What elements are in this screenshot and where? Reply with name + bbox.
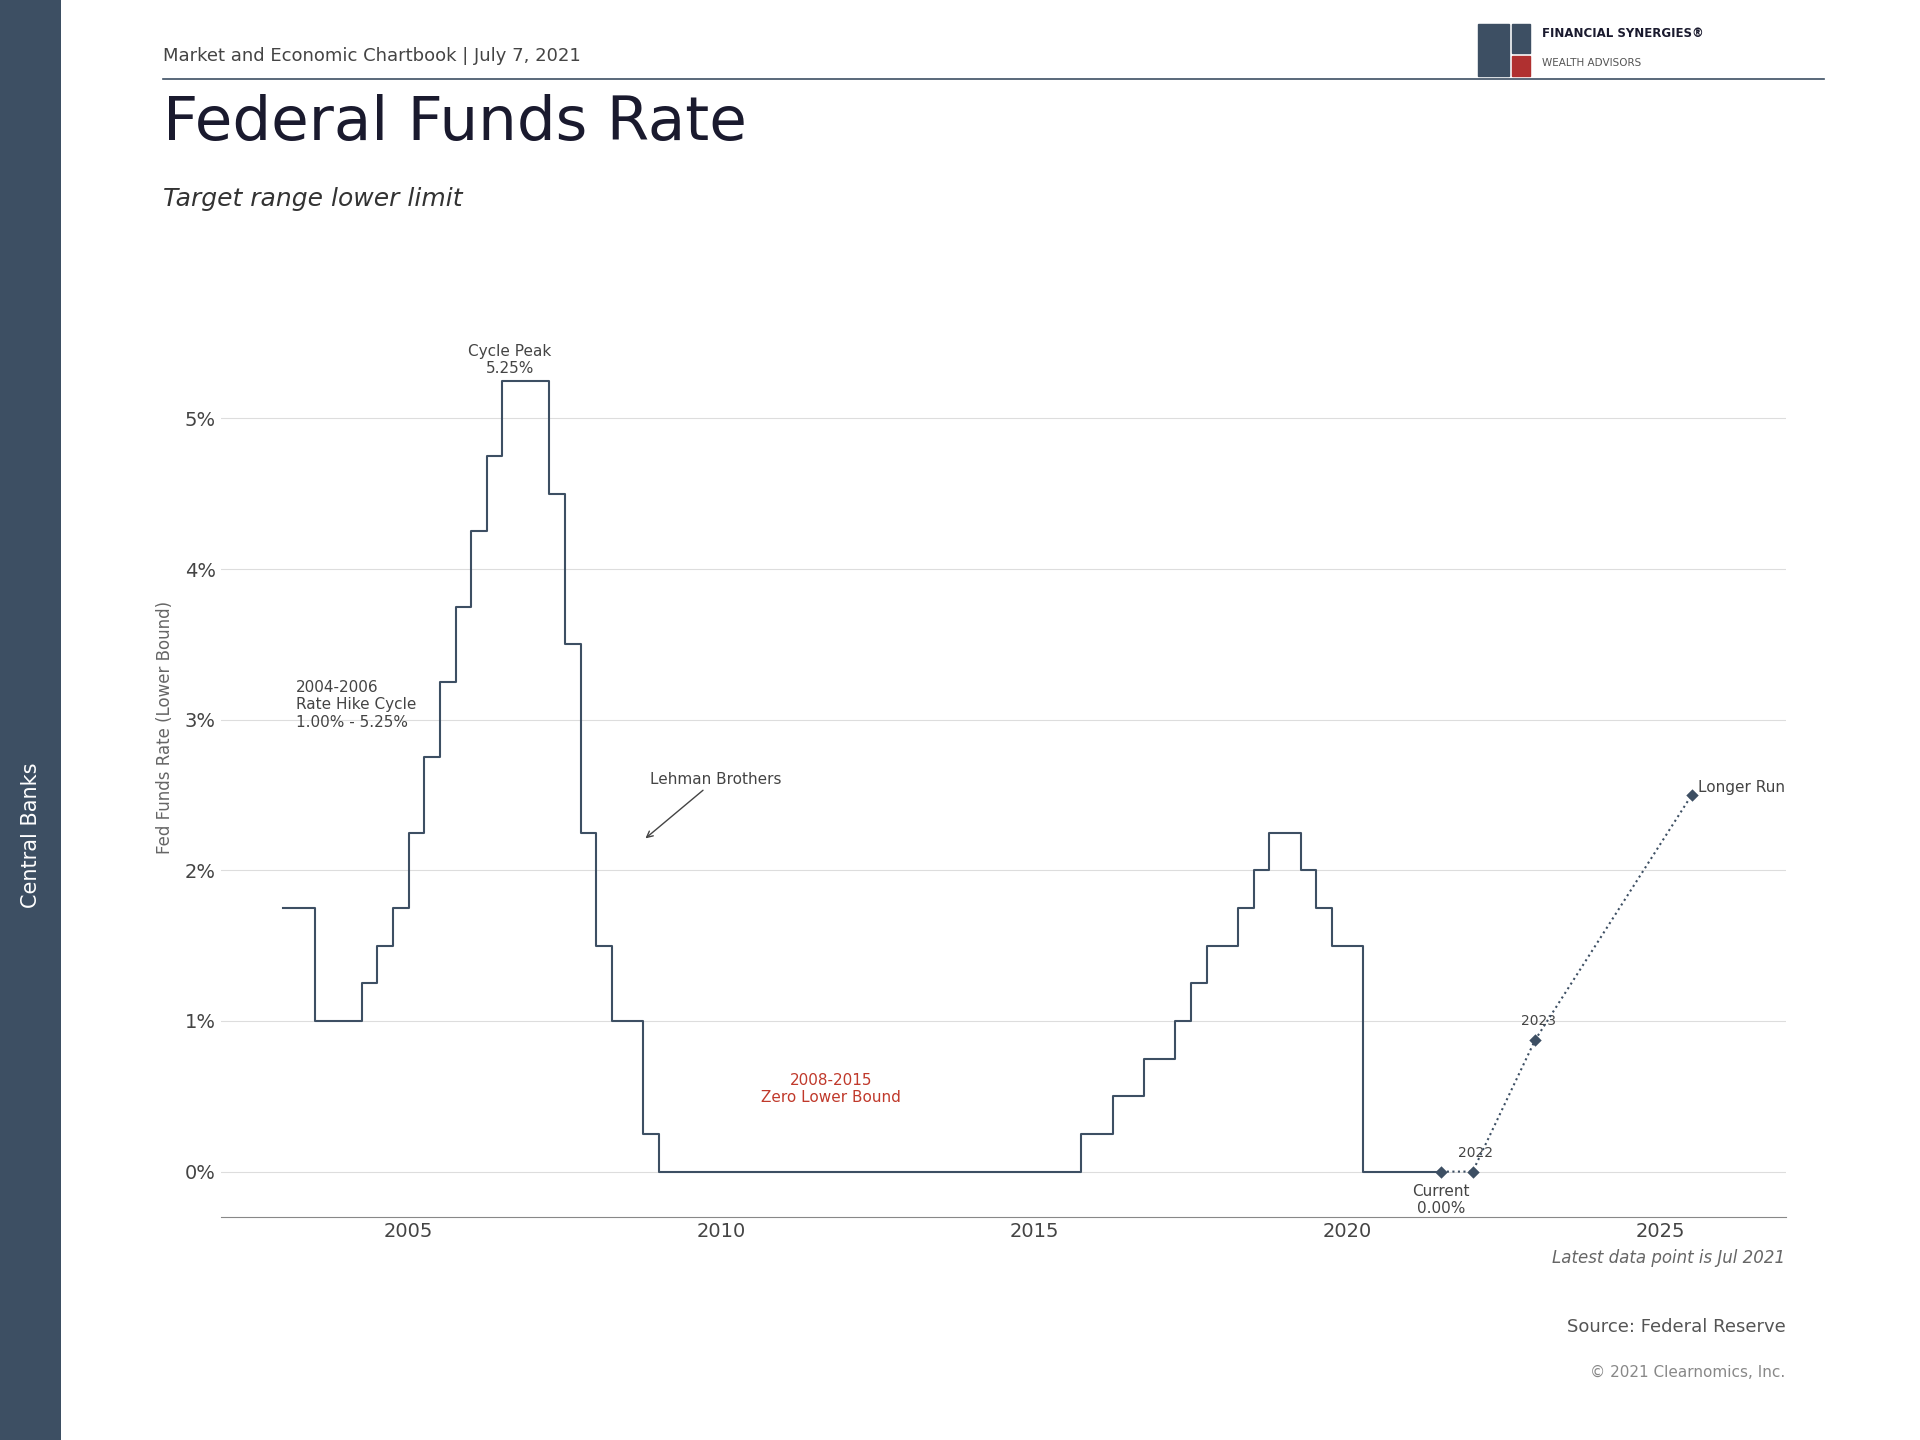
- Text: FINANCIAL SYNERGIES®: FINANCIAL SYNERGIES®: [1542, 27, 1703, 40]
- Text: 2022: 2022: [1459, 1146, 1494, 1159]
- Text: Current
0.00%: Current 0.00%: [1413, 1184, 1471, 1215]
- Text: Central Banks: Central Banks: [21, 762, 40, 909]
- Text: Federal Funds Rate: Federal Funds Rate: [163, 94, 747, 153]
- Point: [1427, 1161, 1457, 1184]
- Text: Longer Run: Longer Run: [1697, 780, 1786, 795]
- Text: Lehman Brothers: Lehman Brothers: [647, 772, 781, 838]
- Text: Cycle Peak
5.25%: Cycle Peak 5.25%: [468, 344, 551, 376]
- Text: Source: Federal Reserve: Source: Federal Reserve: [1567, 1319, 1786, 1336]
- Text: © 2021 Clearnomics, Inc.: © 2021 Clearnomics, Inc.: [1590, 1365, 1786, 1380]
- Text: Market and Economic Chartbook | July 7, 2021: Market and Economic Chartbook | July 7, …: [163, 46, 582, 65]
- Bar: [1478, 23, 1509, 76]
- Text: 2004-2006
Rate Hike Cycle
1.00% - 5.25%: 2004-2006 Rate Hike Cycle 1.00% - 5.25%: [296, 680, 417, 730]
- Text: 2023: 2023: [1521, 1015, 1555, 1028]
- Bar: [1513, 56, 1530, 76]
- Text: 2008-2015
Zero Lower Bound: 2008-2015 Zero Lower Bound: [760, 1073, 900, 1104]
- Text: Latest data point is Jul 2021: Latest data point is Jul 2021: [1553, 1248, 1786, 1267]
- Y-axis label: Fed Funds Rate (Lower Bound): Fed Funds Rate (Lower Bound): [156, 600, 173, 854]
- Bar: [1513, 23, 1530, 53]
- Point: [1457, 1161, 1488, 1184]
- Point: [1521, 1028, 1551, 1051]
- Point: [1676, 783, 1707, 806]
- Text: WEALTH ADVISORS: WEALTH ADVISORS: [1542, 58, 1642, 68]
- Text: Target range lower limit: Target range lower limit: [163, 187, 463, 212]
